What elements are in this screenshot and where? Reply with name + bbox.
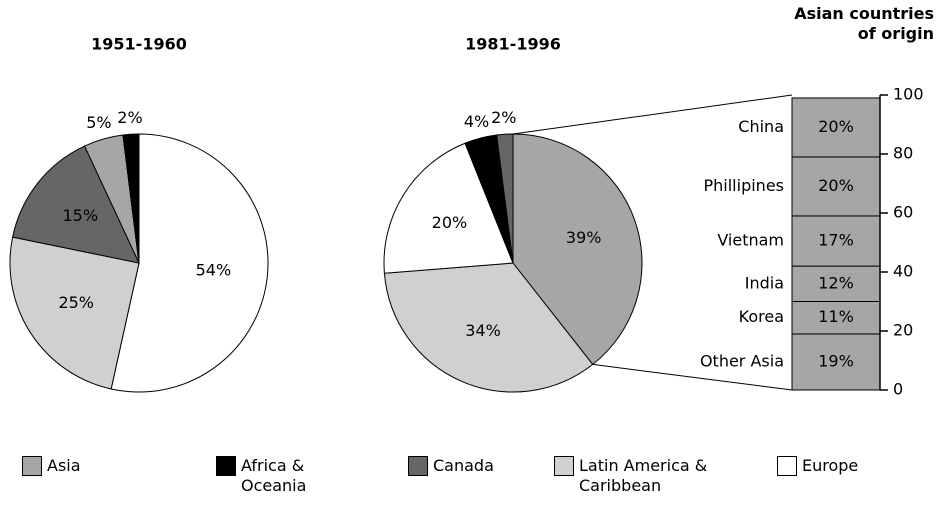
category-label: China [738,117,784,136]
y-tick-label: 100 [893,85,924,104]
legend-label: Latin America & Caribbean [579,456,708,495]
pie-title: 1951-1960 [91,35,187,54]
slice-label: 2% [491,108,516,127]
pie-slice [512,133,643,366]
bar-title: Asian countries of origin [794,4,934,43]
legend-item: Europe [777,456,927,476]
legend-item: Asia [22,456,142,476]
legend-label: Africa & Oceania [241,456,307,495]
slice-label: 4% [464,112,489,131]
pie-slice [122,133,140,264]
legend-swatch [216,456,236,476]
slice-label: 39% [566,228,602,247]
legend-item: Latin America & Caribbean [554,456,744,496]
slice-label: 54% [196,261,232,280]
category-label: Vietnam [717,231,784,250]
slice-label: 5% [86,113,111,132]
bar-segment [791,215,881,267]
pie-slice [9,236,140,390]
slice-label: 15% [63,206,99,225]
segment-label: 17% [818,231,854,250]
segment-label: 20% [818,117,854,136]
pie-slice [496,133,514,264]
y-tick-label: 80 [893,144,913,163]
legend-item: Canada [408,456,548,476]
segment-label: 20% [818,176,854,195]
connector [512,94,793,135]
slice-label: 34% [465,321,501,340]
legend-label: Asia [47,456,81,475]
legend-label: Canada [433,456,494,475]
y-tick-label: 20 [893,321,913,340]
pie-slice [110,133,269,393]
category-label: Other Asia [700,351,784,370]
pie-slice [12,145,140,264]
bar-segment [791,97,881,158]
bar-segment [791,333,881,391]
category-label: India [745,273,784,292]
connector [592,363,793,391]
legend-swatch [408,456,428,476]
category-label: Korea [739,307,784,326]
y-tick-label: 40 [893,262,913,281]
legend-swatch [22,456,42,476]
slice-label: 25% [58,293,94,312]
legend-label: Europe [802,456,859,475]
legend-swatch [554,456,574,476]
segment-label: 12% [818,273,854,292]
y-tick-label: 0 [893,380,903,399]
slice-label: 20% [432,213,468,232]
pie-title: 1981-1996 [465,35,561,54]
y-tick-label: 60 [893,203,913,222]
legend-swatch [777,456,797,476]
segment-label: 19% [818,351,854,370]
slice-label: 2% [117,108,142,127]
bar-segment [791,265,881,303]
segment-label: 11% [818,307,854,326]
legend-item: Africa & Oceania [216,456,356,496]
pie-slice [383,142,514,274]
category-label: Phillipines [704,176,785,195]
pie-slice [383,262,594,393]
